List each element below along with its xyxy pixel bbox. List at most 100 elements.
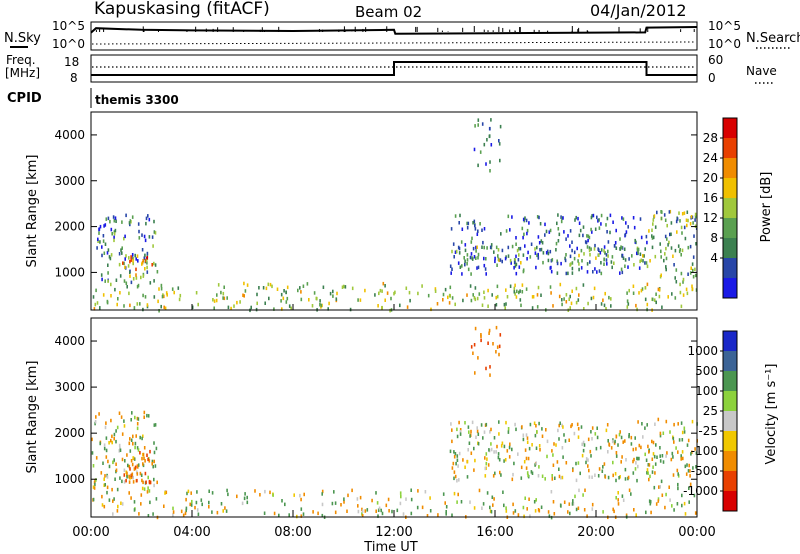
data-pixel: [613, 244, 616, 248]
data-pixel: [551, 474, 553, 478]
data-pixel: [121, 457, 124, 462]
data-pixel: [473, 255, 476, 259]
data-pixel: [588, 475, 591, 479]
data-pixel: [594, 243, 596, 248]
data-pixel: [536, 253, 538, 258]
data-pixel: [265, 286, 268, 291]
data-pixel: [346, 509, 348, 513]
data-pixel: [521, 283, 524, 287]
data-pixel: [598, 269, 601, 273]
data-pixel: [680, 271, 683, 276]
data-pixel: [607, 439, 609, 443]
data-pixel: [564, 256, 566, 261]
data-pixel: [436, 302, 439, 306]
data-pixel: [512, 502, 514, 507]
data-pixel: [460, 500, 463, 504]
data-pixel: [659, 454, 661, 458]
data-pixel: [97, 237, 99, 242]
data-pixel: [140, 275, 142, 280]
data-pixel: [522, 437, 525, 442]
data-pixel: [639, 252, 642, 256]
data-pixel: [561, 475, 564, 480]
data-pixel: [525, 218, 528, 223]
data-pixel: [264, 489, 266, 494]
data-pixel: [297, 288, 299, 293]
data-pixel: [655, 292, 657, 296]
data-pixel: [421, 505, 424, 510]
data-pixel: [603, 262, 605, 266]
colorbar-tick-label: -25: [698, 424, 718, 438]
data-pixel: [611, 265, 613, 270]
data-pixel: [364, 288, 366, 293]
n-sky-tick-bottom: 10^0: [52, 37, 85, 51]
data-pixel: [682, 456, 684, 461]
data-pixel: [351, 286, 354, 291]
data-pixel: [686, 223, 688, 228]
data-pixel: [471, 257, 474, 261]
data-pixel: [582, 233, 584, 238]
data-pixel: [190, 503, 193, 507]
data-pixel: [92, 295, 95, 299]
data-pixel: [141, 456, 143, 461]
data-pixel: [525, 433, 528, 437]
y-tick-label: 1000: [54, 265, 85, 279]
data-pixel: [514, 264, 517, 268]
data-pixel: [91, 437, 93, 442]
y-tick-label: 1000: [54, 472, 85, 486]
data-pixel: [654, 422, 656, 426]
data-pixel: [521, 226, 524, 231]
data-pixel: [123, 279, 126, 283]
data-pixel: [614, 439, 616, 444]
data-pixel: [390, 296, 392, 301]
data-pixel: [466, 253, 469, 257]
data-pixel: [693, 234, 695, 238]
data-pixel: [469, 255, 472, 260]
data-pixel: [408, 290, 411, 295]
data-pixel: [529, 514, 531, 518]
data-pixel: [137, 463, 140, 467]
data-pixel: [527, 250, 529, 255]
data-pixel: [537, 285, 540, 290]
data-pixel: [633, 225, 636, 230]
data-pixel: [410, 511, 413, 516]
data-pixel: [447, 295, 449, 300]
colorbar-tick-label: 16: [703, 191, 718, 205]
data-pixel: [467, 221, 470, 226]
data-pixel: [514, 509, 517, 513]
data-pixel: [151, 263, 153, 267]
data-pixel: [185, 506, 188, 511]
data-pixel: [626, 291, 628, 295]
data-pixel: [493, 497, 495, 501]
data-pixel: [182, 513, 185, 518]
data-pixel: [144, 258, 147, 263]
data-pixel: [640, 235, 643, 240]
data-pixel: [94, 478, 96, 483]
data-pixel: [366, 508, 369, 512]
data-pixel: [280, 292, 283, 297]
data-pixel: [583, 252, 585, 256]
data-pixel: [124, 265, 126, 270]
data-pixel: [336, 291, 338, 296]
data-pixel: [494, 259, 496, 264]
data-pixel: [552, 463, 555, 467]
data-pixel: [454, 250, 457, 254]
data-pixel: [474, 458, 476, 463]
data-pixel: [475, 245, 477, 250]
data-pixel: [138, 236, 141, 240]
data-pixel: [611, 439, 614, 444]
colorbar-swatch: [723, 178, 737, 199]
data-pixel: [562, 455, 564, 459]
data-pixel: [285, 300, 288, 304]
data-pixel: [570, 301, 573, 306]
data-pixel: [451, 296, 454, 300]
data-pixel: [382, 281, 385, 286]
data-pixel: [486, 491, 489, 495]
data-pixel: [603, 249, 605, 253]
data-pixel: [678, 211, 680, 215]
data-pixel: [681, 503, 683, 508]
data-pixel: [516, 248, 519, 253]
n-sky-label: N.Sky: [4, 31, 41, 46]
data-pixel: [400, 494, 402, 499]
data-pixel: [565, 300, 568, 304]
data-pixel: [306, 282, 309, 286]
